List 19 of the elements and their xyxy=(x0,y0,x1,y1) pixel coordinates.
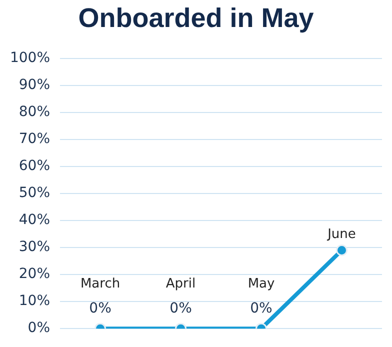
y-tick-label: 60% xyxy=(18,158,50,174)
y-tick-label: 100% xyxy=(10,50,50,66)
y-tick-label: 40% xyxy=(18,212,50,228)
y-tick-label: 70% xyxy=(18,131,50,148)
data-label: 0% xyxy=(170,300,192,317)
x-tick-label: March xyxy=(80,276,120,292)
x-tick-label: April xyxy=(166,276,196,292)
y-tick-label: 30% xyxy=(18,239,50,256)
data-label: 0% xyxy=(89,300,112,317)
chart-title: Onboarded in May xyxy=(77,2,315,35)
y-tick-label: 10% xyxy=(18,293,50,310)
y-tick-label: 20% xyxy=(18,266,50,282)
y-tick-label: 50% xyxy=(18,185,50,202)
x-tick-label: June xyxy=(326,227,356,242)
data-label: 0% xyxy=(250,300,272,317)
y-tick-label: 80% xyxy=(18,104,50,120)
y-tick-label: 0% xyxy=(28,320,50,336)
y-tick-label: 90% xyxy=(18,77,50,94)
x-tick-label: May xyxy=(248,276,275,292)
